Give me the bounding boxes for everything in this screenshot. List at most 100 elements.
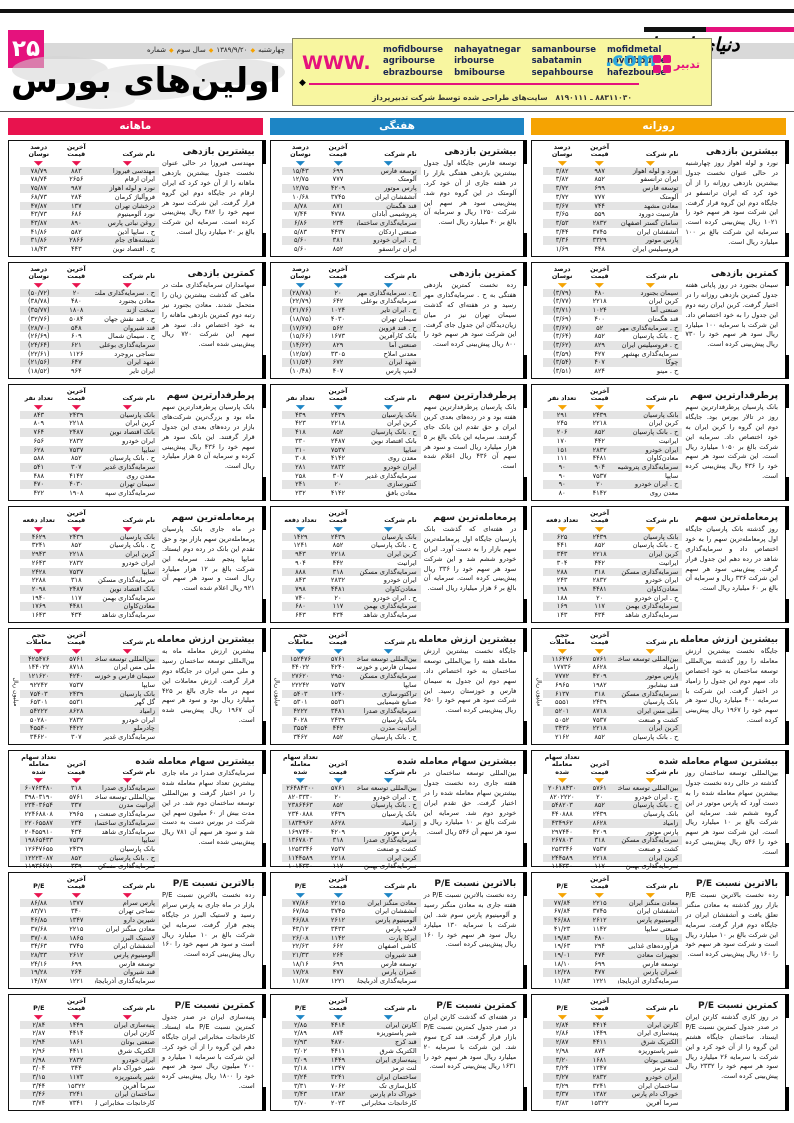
section-info: کمترین نسبت P/E در هفته‌ای که گذشت کارتن… (422, 997, 521, 1108)
table-row: کربن ایران ۲۲۱۸ ۲۴۴۵۸۹ (543, 853, 683, 863)
site-name: sabatamin (531, 56, 582, 67)
section-info: پرمعامله‌ترین سهم در هفته‌ای که گذشت بان… (422, 509, 521, 620)
value-cell: ۲۸/۳۳ (20, 950, 58, 960)
value-cell: (۳۵/۷۷) (20, 306, 58, 315)
last-price-cell: ۹۸۷ (580, 166, 619, 176)
company-name-cell: کارتن ایران (123, 1029, 155, 1038)
table-row: سرمایه‌گذاری بهمن ۱۱۷ ۱۰۱۴۳۳۰ (282, 862, 421, 871)
value-cell: ۸۶/۸۸ (20, 898, 58, 908)
section-table: نام شرکت آخرین قیمت تعداد دفعه ▼ ▼ ▼ بان… (535, 509, 683, 620)
company-name-cell: بانک اقتصاد نوین (371, 436, 417, 445)
value-cell: ۳/۴۶ (20, 1090, 58, 1100)
value-cell: ۱۲/۲۸ (543, 968, 581, 978)
table-row: بین‌المللی توسعه ساختمان ۵۷۶۱ ۲۰۶۱۸۴۳۰ (543, 784, 683, 793)
column-header-value: P/E (294, 882, 307, 891)
last-price-cell: ۱۵۳۲۲ (590, 1099, 609, 1108)
company-name-cell: زامیاد (662, 663, 679, 672)
last-price-cell: ۲۲۱۵ (580, 898, 619, 908)
table-row: سایپا ۷۵۳۷ ۹۰ (543, 472, 682, 481)
sort-arrow: ▼ (595, 647, 605, 655)
ranking-table-box: بیشترین بازدهی توسعه فارس جایگاه اول جدو… (269, 140, 527, 257)
value-cell: ۳/۸۲ (555, 175, 569, 184)
column-header-price: آخرین قیمت (328, 387, 348, 403)
table-row: ح . بانک پارسیان ۸۵۲ ۲۱۶۲ (543, 733, 682, 742)
table-row: معادن‌کاوان ۴۴۸۱ ۱۷۶۹ (20, 602, 159, 612)
value-cell: ۱۹/۶۳ (553, 942, 571, 951)
last-price-cell: ۸۵۲ (580, 801, 619, 811)
table-row: گل گهر ۵۵۳۱ ۶۵۳۰۱ (20, 698, 159, 707)
company-name-cell: ح . ایران خودرو (373, 593, 417, 602)
table-row: کربن ایران ۲۲۱۸ ۱۱۴۴۵۸۹ (281, 853, 421, 863)
company-name-cell: ساختمان ایران (95, 1090, 159, 1100)
section-info: بیشترین بازدهی نورد و لوله اهواز روز چها… (683, 143, 782, 254)
value-cell: ۳/۳۱ (294, 1081, 307, 1090)
company-name-cell: درخشان تهران (95, 201, 159, 211)
table-row: قند شیروان ۲۶۴ ۱۹/۲۸ (20, 968, 159, 978)
value-cell: ۳۲۴۱ (31, 541, 46, 550)
table-row: ساختمان ایران ۳۲۴۱ ۳/۲۹ (543, 1082, 682, 1091)
sort-arrow: ▼ (384, 525, 394, 533)
ad-banner[interactable]: WWW. mofidbourse agribourse ebrazbourse … (292, 38, 712, 106)
company-name-cell: صنعتی بوتان (618, 1055, 683, 1065)
value-cell: ۴۳/۱۲ (292, 924, 309, 933)
table-row: صنعتی سایپا ۱۱۴۲ ۴۱/۲۳ (543, 925, 682, 934)
company-name-cell: سرمایه‌گذاری ساختمان (95, 818, 159, 828)
section-title: پرمعامله‌ترین سهم (171, 513, 255, 523)
last-price-cell: ۶۹۹ (594, 959, 605, 968)
company-name-cell: ایرانیت مدرن (95, 801, 159, 811)
last-price-cell: ۴۳۴ (594, 611, 605, 620)
table-row: سرمایه‌گذاری بهمن ۱۱۷ ۱۹۴۰ (20, 594, 159, 603)
www-prefix: WWW. (302, 52, 371, 74)
table-row: لنت ترمز ۱۳۴۷ ۳/۱۸ (282, 1064, 421, 1073)
last-price-cell: ۱۹۰۸ (69, 489, 84, 498)
value-cell: ۱۶۹ (543, 602, 581, 612)
section-info: پرطرفدارترین سهم بانک پارسیان پرطرفدارتر… (160, 387, 259, 498)
last-price-cell: ۴۸۰ (580, 288, 619, 298)
company-name-cell: ملی مس ایران (618, 706, 683, 716)
table-row: آلومتک ۷۷۷ ۱۲/۷۵ (282, 175, 421, 184)
company-name-cell: بین‌المللی توسعه ساختمان (618, 784, 683, 793)
value-cell: ۴۳۴۹۶۲ (543, 818, 581, 828)
company-name-cell: معادن‌کاوان (646, 454, 679, 463)
sort-arrow: ▼ (34, 159, 44, 167)
value-cell: ۳/۲۷ (543, 1072, 581, 1082)
value-cell: ۲۳۴۰۸۸۸ (288, 810, 313, 819)
last-price-cell: ۵۷۶۱ (580, 654, 619, 664)
table-row: پارس موتور ۴۲۰۹ ۲۹۷۴۴۰ (543, 828, 682, 837)
value-cell: ۳۴۶۲ (293, 733, 308, 742)
last-price-cell: ۱۶۸۱ (580, 1055, 619, 1065)
last-price-cell: ۴۴۱۴ (69, 1029, 84, 1038)
company-name-cell: ح . بانک پارسیان (618, 428, 683, 437)
column-header-value: تعداد نفر (286, 394, 315, 403)
year-label: سال سوم (176, 46, 206, 54)
site-name: ebrazbourse (383, 67, 443, 78)
issue-label: شماره (146, 46, 167, 54)
section-summary: مهندسی فیروزا در حالی عنوان نخست جدول بی… (162, 159, 255, 237)
value-cell: ۹۲۲۴۲ (29, 680, 48, 689)
value-cell: ۳۴۶۲۰ (29, 733, 48, 742)
company-name-cell: لامپ پارس (385, 924, 417, 933)
value-cell: ۱۸/۱۶ (292, 959, 309, 968)
table-row: قند شیروان ۲۶۴ ۲۱/۳۳ (281, 950, 421, 960)
company-name-cell: روغن نباتی پارس (95, 218, 159, 228)
company-name-cell: بین‌المللی توسعه ساختمان (618, 654, 683, 664)
company-name-cell: سایپا (141, 680, 155, 689)
last-price-cell: ۴۷۴ (580, 950, 619, 960)
last-price-cell: ۷۵۳۷ (57, 567, 96, 577)
company-name-cell: آتشفشان ایران (374, 192, 417, 201)
table-row: پارس سرام ۱۳۷۷ ۸۶/۸۸ (20, 898, 159, 908)
sort-arrow: ▼ (71, 159, 81, 167)
sort-arrow: ▼ (645, 159, 655, 167)
section-info: بیشترین بازدهی توسعه فارس جایگاه اول جدو… (422, 143, 521, 254)
company-name-cell: سرمایه‌گذاری شاهد (101, 827, 155, 836)
column-header-value: P/E (556, 1004, 568, 1013)
value-cell: (۱۰/۴۸) (289, 367, 312, 376)
last-price-cell: ۴۴۲ (319, 724, 357, 734)
value-cell: ۴۶/۸۵ (20, 916, 58, 925)
last-price-cell: ۲۹۶۵ (69, 810, 84, 819)
table-row: کنتورسازی ۲۰ ۲۴۱ (281, 480, 421, 490)
table-row: درخشان تهران ۱۳۷ ۴۷/۸۷ (20, 201, 159, 211)
company-name-cell: سرمایه‌گذاری مسکن (618, 836, 683, 845)
column-header-name: نام شرکت (122, 638, 155, 647)
value-cell: ۲۵۸ (295, 471, 306, 480)
